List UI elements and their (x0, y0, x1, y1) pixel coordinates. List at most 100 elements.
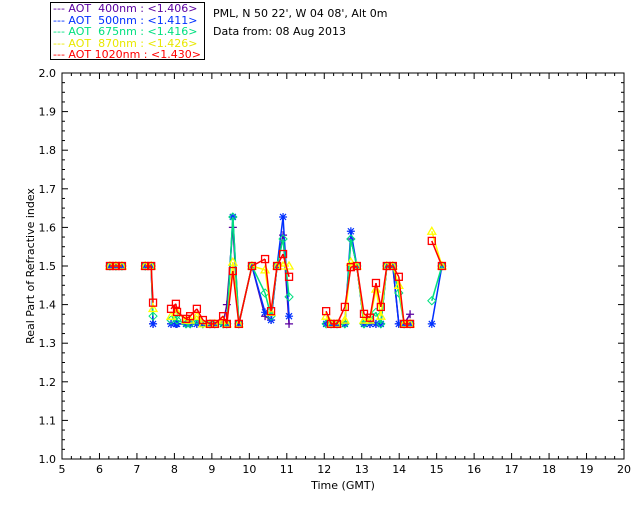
data-point-triangle (345, 256, 356, 266)
data-point-square (172, 307, 182, 317)
series-line-segment (150, 265, 154, 303)
data-point-triangle (283, 260, 295, 270)
data-point-square (272, 261, 282, 271)
series-line-segment (375, 312, 382, 325)
data-point-diamond (346, 234, 356, 244)
data-point-square (321, 307, 331, 316)
data-point-star (149, 319, 158, 328)
data-point-star (394, 319, 403, 328)
data-point-diamond (427, 296, 437, 306)
data-point-plus (406, 310, 415, 319)
data-point-square (234, 319, 243, 329)
data-point-square (260, 254, 270, 264)
data-point-square (332, 319, 342, 329)
series-line-segment (276, 253, 284, 267)
data-point-diamond (198, 319, 208, 329)
data-point-square (147, 261, 156, 271)
series-line-segment (375, 289, 382, 317)
series-line-segment (276, 216, 284, 267)
data-point-diamond (394, 288, 404, 298)
series-line-segment (344, 267, 352, 308)
data-point-square (388, 261, 397, 271)
series-line-segment (238, 265, 253, 325)
data-point-diamond (284, 292, 294, 302)
legend-label: AOT 870nm : <1.426> (68, 36, 198, 50)
legend-label: AOT 400nm : <1.406> (68, 2, 198, 15)
data-point-triangle (364, 314, 376, 324)
data-point-square (352, 261, 362, 271)
x-tick-label: 15 (430, 463, 444, 476)
data-point-triangle (339, 314, 350, 324)
data-point-square (117, 261, 127, 271)
series-line-segment (431, 265, 443, 325)
data-point-square (284, 272, 294, 281)
series-line-segment (226, 270, 234, 324)
x-tick-label: 7 (133, 463, 140, 476)
data-point-star (371, 319, 380, 328)
data-point-square (278, 249, 288, 259)
data-point-triangle (227, 256, 238, 266)
data-point-triangle (426, 225, 437, 235)
x-tick-label: 18 (542, 463, 556, 476)
legend: --- AOT 400nm : <1.406> --- AOT 500nm : … (50, 2, 205, 60)
series-line-segment (356, 265, 365, 314)
y-tick-label: 1.5 (39, 260, 57, 273)
data-point-star (346, 227, 355, 236)
legend-label: AOT 500nm : <1.411> (68, 13, 198, 27)
data-point-star (285, 312, 294, 321)
x-tick-label: 10 (242, 463, 256, 476)
legend-entry-870: --- AOT 870nm : <1.426> (53, 36, 198, 50)
x-tick-label: 19 (580, 463, 594, 476)
series-line-segment (350, 238, 358, 267)
series-line-segment (251, 265, 266, 294)
data-point-square (382, 261, 391, 271)
data-point-square (346, 263, 356, 272)
x-tick-label: 9 (208, 463, 215, 476)
x-tick-label: 6 (96, 463, 103, 476)
site-info: PML, N 50 22', W 04 08', Alt 0m (213, 7, 388, 20)
data-point-square (222, 319, 232, 329)
y-tick-label: 1.7 (39, 183, 57, 196)
x-tick-label: 20 (617, 463, 631, 476)
y-tick-label: 1.0 (39, 453, 57, 466)
data-point-square (218, 312, 228, 321)
data-point-star (105, 262, 114, 270)
series-line-segment (170, 303, 177, 310)
y-tick-label: 2.0 (39, 67, 57, 80)
y-tick-label: 1.6 (39, 221, 57, 234)
data-point-square (394, 272, 403, 281)
data-point-diamond (228, 212, 238, 222)
series-line-segment (325, 310, 332, 325)
x-tick-label: 12 (317, 463, 331, 476)
data-point-square (185, 312, 195, 321)
data-point-square (376, 302, 385, 312)
series-line-segment (336, 306, 346, 325)
series-line-segment (369, 282, 377, 318)
data-point-square (326, 319, 336, 329)
data-point-star (117, 262, 126, 270)
y-tick-label: 1.3 (39, 337, 57, 350)
data-point-diamond (148, 311, 158, 321)
data-point-triangle (265, 307, 277, 316)
data-point-diamond (278, 234, 288, 244)
series-line-segment (251, 258, 266, 267)
legend-label: AOT 675nm : <1.416> (68, 25, 198, 38)
series-line-segment (270, 265, 278, 312)
y-tick-label: 1.8 (39, 144, 57, 157)
data-point-square (205, 319, 215, 329)
data-point-square (192, 304, 202, 313)
series-line-segment (392, 265, 400, 324)
x-tick-label: 13 (355, 463, 369, 476)
data-point-star (261, 308, 270, 317)
series-line-segment (380, 265, 388, 308)
legend-entry-400: --- AOT 400nm : <1.406> (53, 2, 198, 15)
series-line-segment (251, 265, 266, 313)
data-point-plus (285, 319, 294, 328)
x-tick-label: 17 (505, 463, 519, 476)
series-line-segment (398, 276, 405, 324)
y-axis-label: Real Part of Refractive index (24, 188, 37, 344)
series-line-segment (392, 265, 400, 278)
y-tick-label: 1.2 (39, 376, 57, 389)
series-line-segment (264, 292, 272, 317)
